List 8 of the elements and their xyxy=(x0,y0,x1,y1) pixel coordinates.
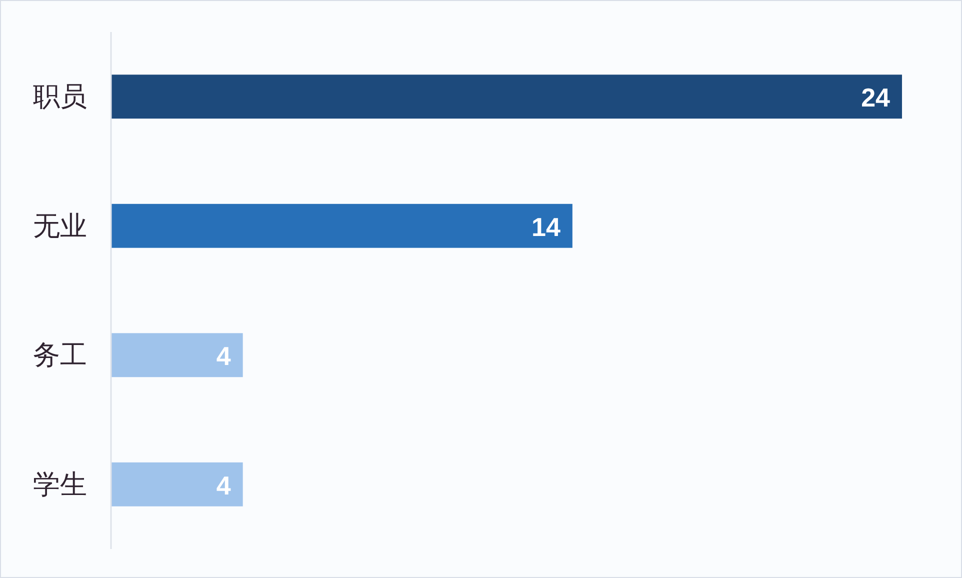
data-label: 14 xyxy=(532,212,560,242)
category-label: 无业 xyxy=(33,210,87,241)
data-label: 4 xyxy=(216,341,231,372)
category-label: 务工 xyxy=(33,340,87,370)
data-label: 4 xyxy=(216,470,231,500)
category-label: 学生 xyxy=(33,469,87,500)
category-label: 职员 xyxy=(33,82,87,112)
data-label: 24 xyxy=(861,82,890,113)
